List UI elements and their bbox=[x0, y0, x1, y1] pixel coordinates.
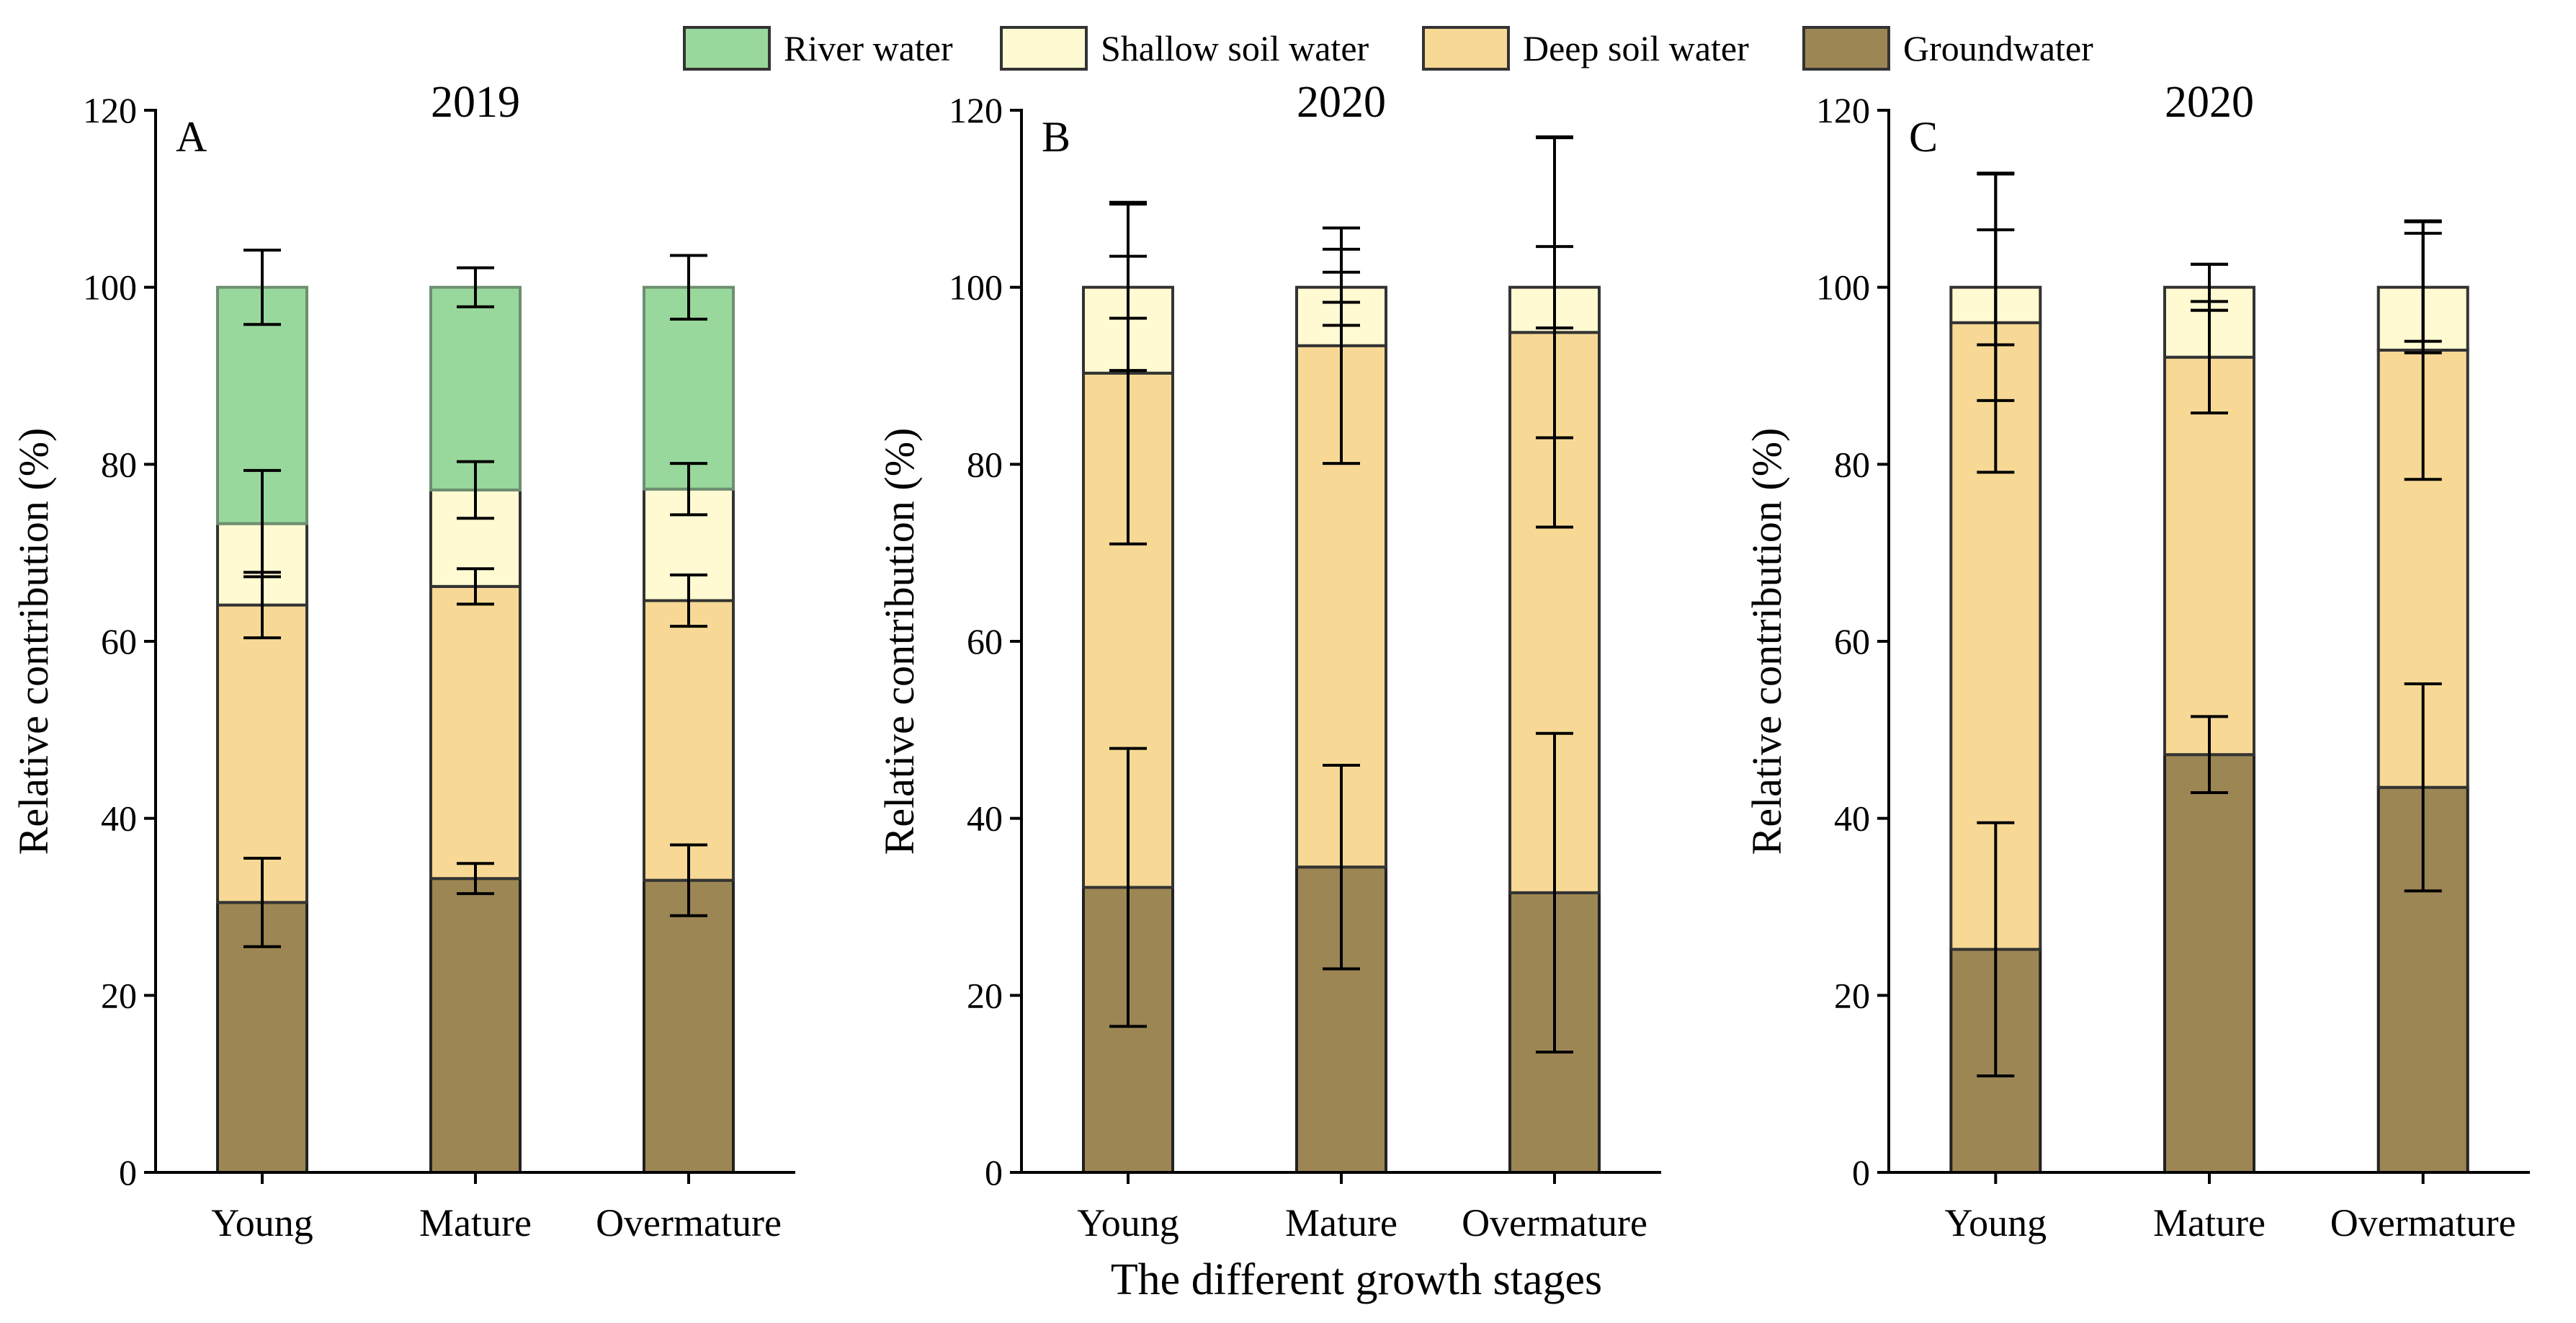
bar-deep-overmature bbox=[643, 599, 735, 882]
bar-river-mature bbox=[429, 285, 522, 491]
panel-letter: C bbox=[1909, 113, 1938, 161]
y-tick-label: 100 bbox=[949, 267, 1003, 308]
error-bar-ground-mature bbox=[457, 862, 494, 896]
error-bar-total-young bbox=[1109, 254, 1147, 320]
error-bar-ground-mature bbox=[2191, 715, 2228, 795]
y-tick-label: 60 bbox=[1834, 621, 1870, 662]
bar-ground-overmature bbox=[643, 878, 735, 1175]
panel-letter: A bbox=[176, 113, 207, 161]
error-bar-total-overmature bbox=[2404, 220, 2442, 355]
bar-ground-mature bbox=[2163, 753, 2255, 1174]
x-tick-label-overmature: Overmature bbox=[1462, 1201, 1647, 1244]
error-bar-total-young bbox=[1977, 172, 2015, 402]
error-bar-shallow-mature bbox=[457, 460, 494, 520]
panel-b: 0 20 40 60 80 100 120 Young Mature Overmature 2020… bbox=[876, 78, 1661, 1244]
y-tick-label: 80 bbox=[101, 444, 137, 484]
error-bar-shallow-overmature bbox=[670, 462, 707, 517]
error-bar-shallow-young bbox=[243, 468, 281, 579]
panel-title: 2019 bbox=[431, 78, 520, 127]
legend-item-shallow: Shallow soil water bbox=[1000, 26, 1369, 71]
error-bar-deep-mature bbox=[457, 567, 494, 606]
y-tick-label: 120 bbox=[949, 90, 1003, 130]
legend-item-river: River water bbox=[683, 26, 953, 71]
panel-c: 0 20 40 60 80 100 120 Young Mature Overmature 2020… bbox=[1743, 78, 2530, 1244]
error-bar-ground-young bbox=[1977, 821, 2015, 1078]
x-tick-label-young: Young bbox=[211, 1201, 313, 1244]
error-bar-ground-overmature bbox=[2404, 682, 2442, 893]
legend-swatch-ground bbox=[1802, 26, 1890, 71]
y-tick-label: 0 bbox=[985, 1152, 1003, 1193]
error-bar-total-overmature bbox=[1536, 135, 1573, 440]
error-bar-total-mature bbox=[2191, 262, 2228, 312]
x-tick-label-mature: Mature bbox=[419, 1201, 532, 1244]
bar-deep-mature bbox=[429, 584, 522, 881]
panel-title: 2020 bbox=[2165, 78, 2254, 127]
x-axis-title: The different growth stages bbox=[1111, 1255, 1602, 1304]
y-tick-label: 80 bbox=[1834, 444, 1870, 484]
panel-title: 2020 bbox=[1297, 78, 1386, 127]
error-bar-ground-overmature bbox=[670, 843, 707, 917]
legend-swatch-deep bbox=[1422, 26, 1510, 71]
y-tick-label: 40 bbox=[1834, 798, 1870, 839]
bar-ground-mature bbox=[429, 877, 522, 1175]
error-bar-total-mature bbox=[1323, 270, 1360, 304]
y-tick-label: 80 bbox=[967, 444, 1003, 484]
legend-label-deep: Deep soil water bbox=[1523, 28, 1749, 68]
legend: River water Shallow soil water Deep soil… bbox=[683, 26, 2093, 71]
error-bar-ground-young bbox=[1109, 747, 1147, 1028]
x-tick-label-overmature: Overmature bbox=[2330, 1201, 2516, 1244]
legend-swatch-river bbox=[683, 26, 771, 71]
y-tick-label: 60 bbox=[967, 621, 1003, 662]
error-bar-river-mature bbox=[457, 266, 494, 308]
error-bar-river-overmature bbox=[670, 254, 707, 321]
legend-label-river: River water bbox=[784, 28, 953, 68]
y-tick-label: 0 bbox=[1852, 1152, 1870, 1193]
error-bar-deep-overmature bbox=[670, 573, 707, 628]
panel-a: 0 20 40 60 80 100 120 Young Mature Overmature 2019… bbox=[10, 78, 795, 1244]
error-bar-river-young bbox=[243, 249, 281, 326]
y-tick-label: 0 bbox=[119, 1152, 137, 1193]
y-tick-label: 20 bbox=[101, 975, 137, 1015]
y-tick-label: 120 bbox=[1816, 90, 1870, 130]
x-tick-label-mature: Mature bbox=[2153, 1201, 2266, 1244]
y-tick-label: 120 bbox=[83, 90, 137, 130]
bar-deep-mature bbox=[2163, 355, 2255, 757]
legend-item-deep: Deep soil water bbox=[1422, 26, 1749, 71]
x-tick-label-overmature: Overmature bbox=[596, 1201, 782, 1244]
y-tick-label: 100 bbox=[1816, 267, 1870, 308]
bar-deep-young bbox=[216, 603, 308, 904]
y-axis-title: Relative contribution (%) bbox=[876, 428, 923, 855]
panel-letter: B bbox=[1042, 113, 1070, 161]
bar-ground-mature bbox=[1295, 865, 1387, 1174]
y-axis-title: Relative contribution (%) bbox=[1743, 428, 1790, 855]
error-bar-ground-young bbox=[243, 856, 281, 948]
y-tick-label: 20 bbox=[967, 975, 1003, 1015]
x-tick-label-mature: Mature bbox=[1285, 1201, 1397, 1244]
legend-label-shallow: Shallow soil water bbox=[1101, 28, 1369, 68]
x-tick-label-young: Young bbox=[1945, 1201, 2047, 1244]
error-bar-ground-overmature bbox=[1536, 731, 1573, 1054]
legend-swatch-shallow bbox=[1000, 26, 1088, 71]
legend-label-ground: Groundwater bbox=[1903, 28, 2093, 68]
y-tick-label: 20 bbox=[1834, 975, 1870, 1015]
legend-item-ground: Groundwater bbox=[1802, 26, 2093, 71]
x-tick-label-young: Young bbox=[1077, 1201, 1179, 1244]
y-axis-title: Relative contribution (%) bbox=[10, 428, 57, 855]
y-tick-label: 100 bbox=[83, 267, 137, 308]
y-tick-label: 40 bbox=[967, 798, 1003, 839]
y-tick-label: 40 bbox=[101, 798, 137, 839]
error-bar-ground-mature bbox=[1323, 763, 1360, 971]
y-tick-label: 60 bbox=[101, 621, 137, 662]
